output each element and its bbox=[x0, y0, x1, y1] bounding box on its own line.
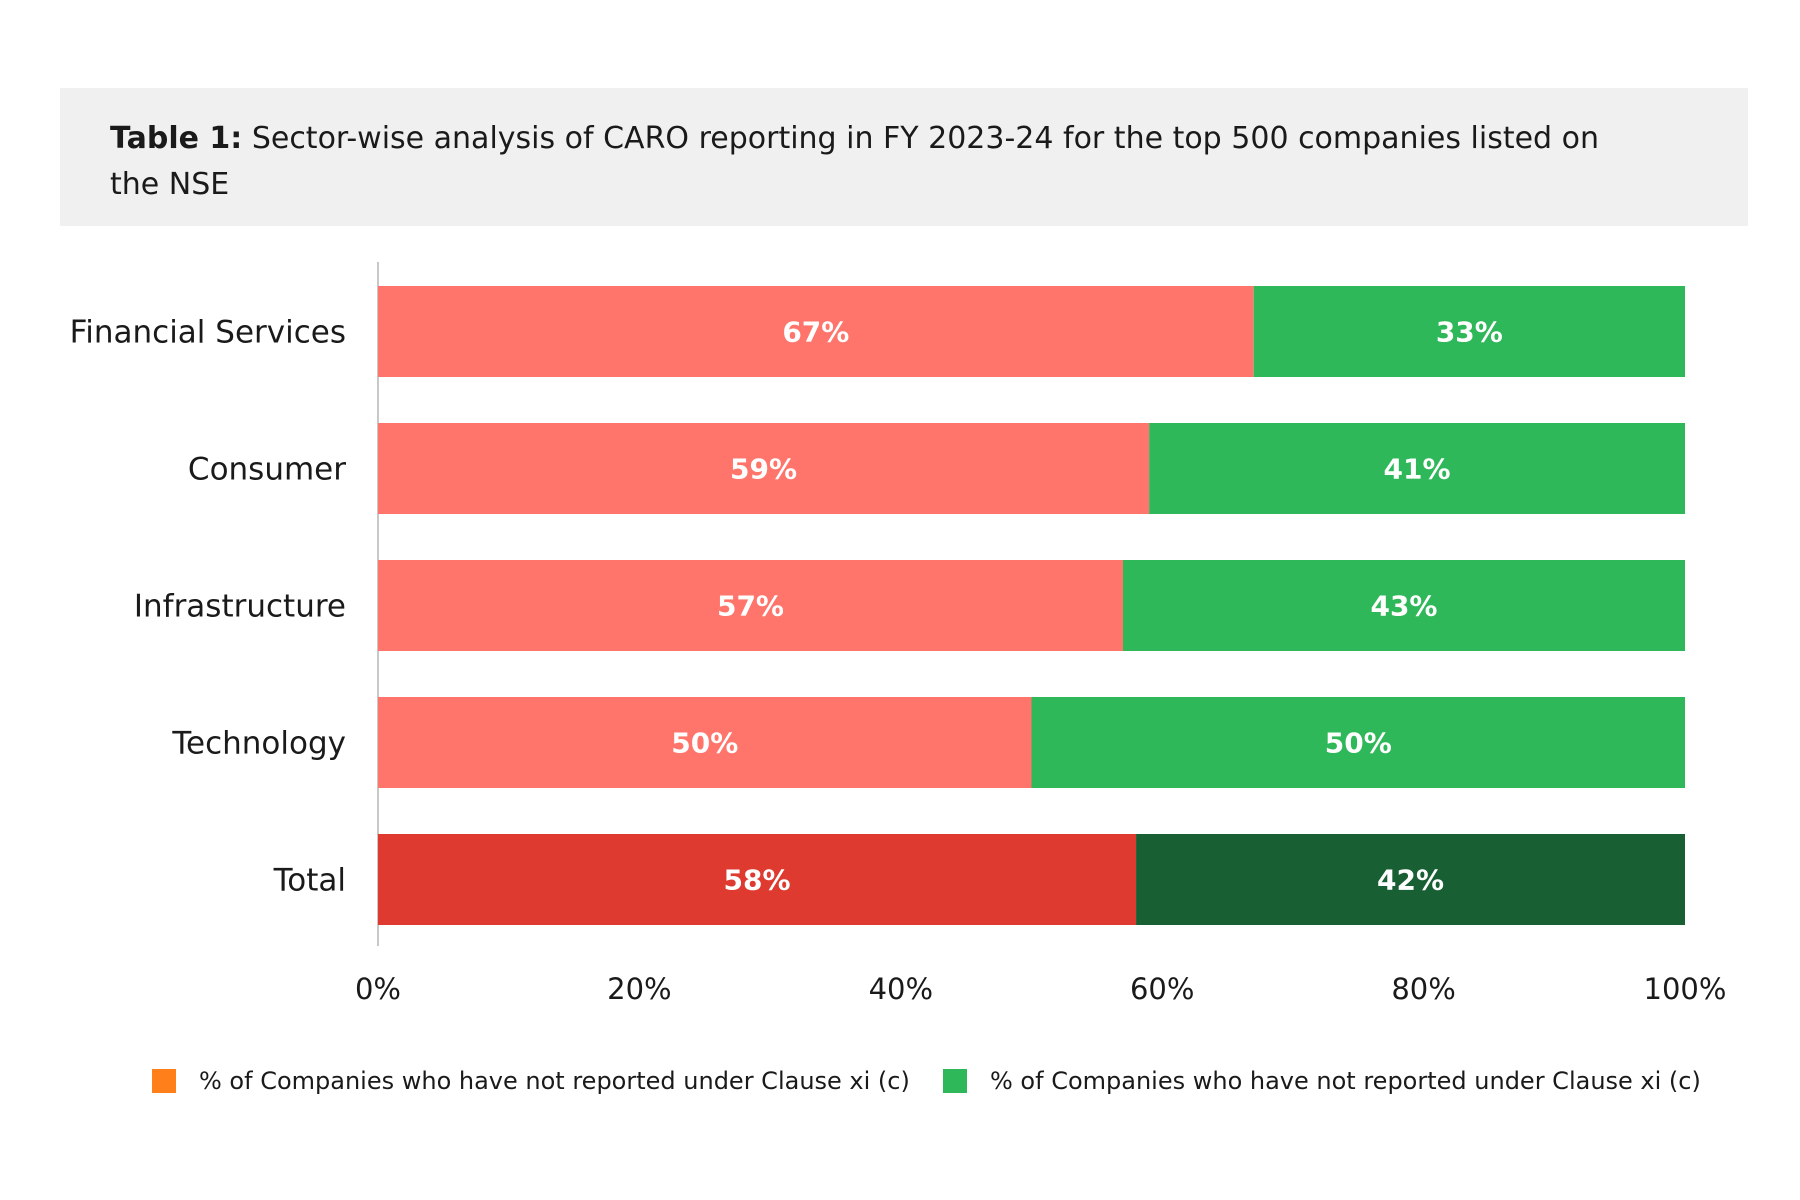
bar-segment bbox=[1031, 697, 1685, 788]
legend-label: % of Companies who have not reported und… bbox=[199, 1067, 910, 1095]
x-tick-label: 20% bbox=[607, 972, 671, 1006]
chart-title-box: Table 1: Sector-wise analysis of CARO re… bbox=[60, 88, 1748, 226]
x-tick-label: 0% bbox=[355, 972, 401, 1006]
chart-title-prefix: Table 1: bbox=[110, 121, 243, 156]
data-label: 57% bbox=[717, 590, 784, 623]
data-label: 50% bbox=[671, 727, 738, 760]
data-label: 58% bbox=[724, 864, 791, 897]
bar-segment bbox=[378, 560, 1123, 651]
category-label: Consumer bbox=[188, 452, 346, 488]
legend-swatch bbox=[152, 1069, 176, 1093]
legend-swatch bbox=[943, 1069, 967, 1093]
chart-title: Table 1: Sector-wise analysis of CARO re… bbox=[110, 116, 1610, 208]
data-label: 50% bbox=[1325, 727, 1392, 760]
data-label: 67% bbox=[782, 316, 849, 349]
chart-title-text: Sector-wise analysis of CARO reporting i… bbox=[110, 121, 1599, 202]
data-label: 59% bbox=[730, 453, 797, 486]
legend-label: % of Companies who have not reported und… bbox=[990, 1067, 1701, 1095]
bar-segment bbox=[378, 834, 1137, 925]
category-label: Financial Services bbox=[70, 315, 346, 351]
bar-segment bbox=[1149, 423, 1685, 514]
x-tick-label: 80% bbox=[1391, 972, 1455, 1006]
data-label: 43% bbox=[1370, 590, 1437, 623]
category-label: Infrastructure bbox=[134, 589, 346, 625]
bar-segment bbox=[378, 697, 1032, 788]
bar-segment bbox=[1122, 560, 1685, 651]
data-label: 33% bbox=[1436, 316, 1503, 349]
category-label: Total bbox=[273, 863, 346, 899]
data-label: 41% bbox=[1384, 453, 1451, 486]
x-tick-label: 40% bbox=[869, 972, 933, 1006]
bar-segment bbox=[1253, 286, 1685, 377]
data-label: 42% bbox=[1377, 864, 1444, 897]
bar-segment bbox=[378, 423, 1150, 514]
x-tick-label: 100% bbox=[1644, 972, 1727, 1006]
x-tick-label: 60% bbox=[1130, 972, 1194, 1006]
bar-segment bbox=[378, 286, 1254, 377]
category-label: Technology bbox=[171, 726, 346, 762]
bar-segment bbox=[1136, 834, 1685, 925]
